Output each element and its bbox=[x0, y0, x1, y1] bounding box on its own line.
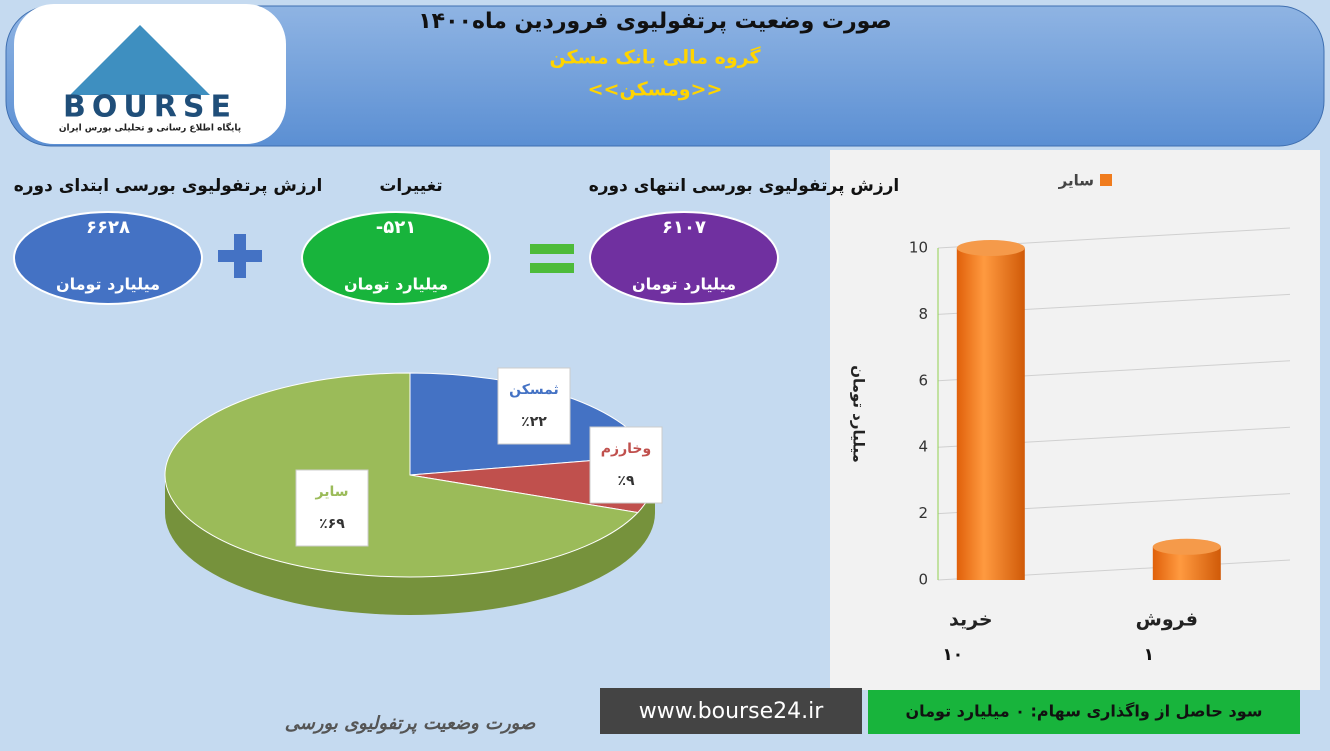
bar-cap bbox=[956, 240, 1025, 256]
website: www.bourse24.ir bbox=[639, 699, 824, 724]
pie-label-box bbox=[497, 367, 571, 445]
summary-box bbox=[301, 211, 491, 305]
summary-unit: میلیارد تومان bbox=[56, 275, 160, 294]
y-tick-label: 10 bbox=[909, 239, 928, 257]
bar-cap bbox=[1152, 538, 1221, 555]
x-tick-label: خرید bbox=[949, 609, 993, 631]
gain-box bbox=[868, 690, 1300, 734]
summary-value: -۵۲۱ bbox=[376, 217, 416, 238]
symbol: <<ومسکن>> bbox=[588, 79, 723, 101]
caption: صورت وضعیت پرتفولیوی بورسی bbox=[285, 713, 536, 734]
pie-value-label: ٪۹ bbox=[617, 473, 635, 489]
summary-value: ۶۱۰۷ bbox=[662, 217, 706, 238]
logo-icon bbox=[70, 25, 210, 95]
bar bbox=[956, 248, 1025, 580]
x-tick-label: فروش bbox=[1136, 609, 1198, 631]
y-tick-label: 6 bbox=[918, 371, 928, 389]
y-axis-label: میلیارد تومان bbox=[850, 365, 868, 463]
summary-box bbox=[13, 211, 203, 305]
y-tick-label: 2 bbox=[918, 504, 928, 522]
pie-label: سایر bbox=[315, 484, 349, 500]
equals-sign bbox=[530, 244, 574, 254]
y-tick-label: 8 bbox=[918, 305, 928, 323]
legend-label: سایر bbox=[1058, 172, 1094, 190]
bar-panel bbox=[830, 150, 1320, 690]
summary-value: ۶۶۲۸ bbox=[86, 217, 130, 238]
logo-tagline: پایگاه اطلاع رسانی و تحلیلی بورس ایران bbox=[59, 122, 241, 134]
summary-unit: میلیارد تومان bbox=[344, 275, 448, 294]
pie-label: ثمسکن bbox=[509, 382, 559, 398]
website-box bbox=[600, 688, 862, 734]
header-banner bbox=[5, 5, 1325, 147]
summary-unit: میلیارد تومان bbox=[632, 275, 736, 294]
pie-slice bbox=[164, 372, 639, 578]
logo-name: BOURSE bbox=[63, 90, 237, 125]
summary-label: تغییرات bbox=[379, 176, 442, 196]
pie-label: وخارزم bbox=[601, 441, 651, 457]
y-tick-label: 4 bbox=[918, 438, 928, 456]
pie-value-label: ٪۲۲ bbox=[521, 414, 547, 430]
pie-label-box bbox=[589, 426, 663, 504]
bar-value-label: ۱۰ bbox=[942, 645, 963, 665]
bar-value-label: ۱ bbox=[1144, 645, 1154, 665]
title: صورت وضعیت پرتفولیوی فروردین ماه۱۴۰۰ bbox=[418, 9, 891, 34]
pie-value-label: ٪۶۹ bbox=[319, 516, 345, 532]
plus-sign bbox=[234, 234, 246, 278]
summary-label: ارزش پرتفولیوی بورسی ابتدای دوره bbox=[14, 176, 323, 196]
y-tick-label: 0 bbox=[918, 571, 928, 589]
pie-label-box bbox=[295, 469, 369, 547]
subtitle: گروه مالی بانک مسکن bbox=[549, 46, 761, 69]
legend-swatch bbox=[1100, 174, 1112, 186]
gain: سود حاصل از واگذاری سهام: ۰ میلیارد توما… bbox=[905, 702, 1262, 721]
summary-label: ارزش پرتفولیوی بورسی انتهای دوره bbox=[589, 176, 900, 196]
summary-box bbox=[589, 211, 779, 305]
equals-sign bbox=[530, 263, 574, 273]
